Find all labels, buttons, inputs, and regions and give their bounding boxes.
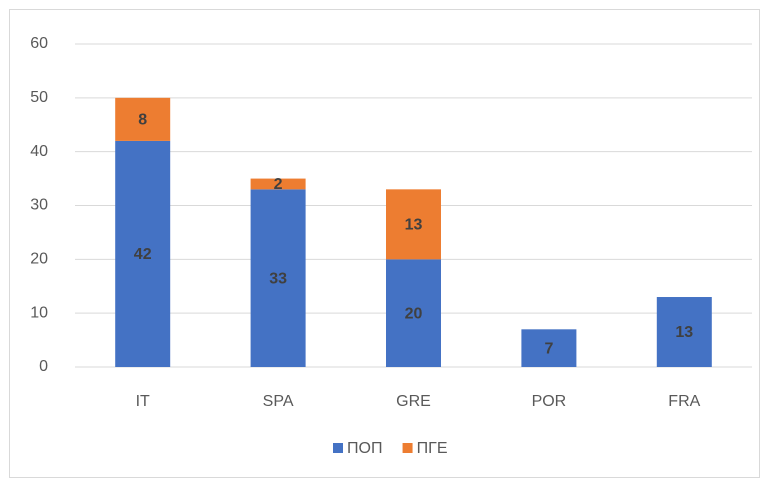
x-tick-label: IT <box>136 393 150 410</box>
data-label: 2 <box>274 176 283 193</box>
bar-segment <box>250 178 306 190</box>
legend-label: ΠΟΠ <box>347 440 383 457</box>
bar-segment <box>386 259 441 367</box>
x-tick-label: GRE <box>396 393 431 410</box>
x-tick-label: SPA <box>263 393 294 410</box>
y-tick-label: 10 <box>30 304 48 321</box>
y-tick-label: 30 <box>30 197 48 214</box>
y-tick-label: 20 <box>30 251 48 268</box>
data-label: 13 <box>675 324 693 341</box>
legend-swatch <box>402 443 413 453</box>
bar-segment <box>115 97 171 141</box>
bar-segment <box>656 297 712 367</box>
legend-swatch <box>333 443 343 453</box>
bar-segment <box>386 189 441 260</box>
y-tick-label: 60 <box>30 35 48 52</box>
data-label: 8 <box>138 112 147 129</box>
data-label: 42 <box>134 246 152 263</box>
data-label: 7 <box>544 340 553 357</box>
x-tick-label: FRA <box>668 393 700 410</box>
y-tick-label: 40 <box>30 143 48 160</box>
bar-segment <box>521 329 577 367</box>
y-tick-label: 0 <box>39 358 48 375</box>
y-tick-label: 50 <box>30 89 48 106</box>
bar-segment <box>250 189 306 367</box>
data-label: 13 <box>405 217 423 234</box>
legend-label: ΠΓΕ <box>417 440 448 457</box>
data-label: 33 <box>269 270 287 287</box>
x-tick-label: POR <box>532 393 567 410</box>
bar-segment <box>115 140 171 367</box>
data-label: 20 <box>405 305 423 322</box>
